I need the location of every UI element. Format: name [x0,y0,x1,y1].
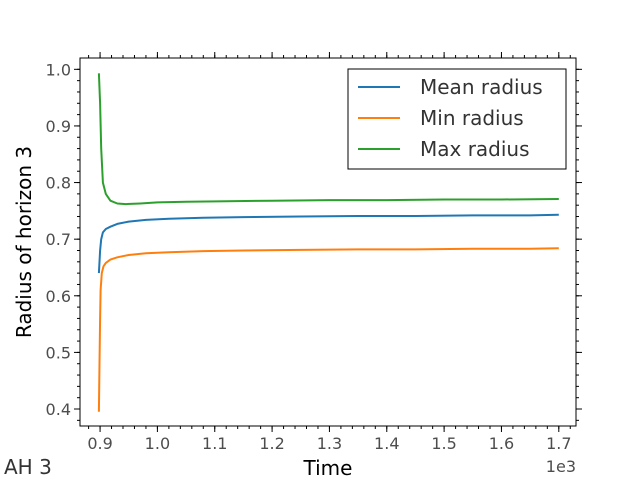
ticks-layer: 0.9 1.0 1.1 1.2 1.3 1.4 1.5 1.6 1.7 0.4 0.5 0.6 0.7 0… [46,52,582,453]
x-tick-label: 1.4 [374,434,399,453]
series-layer [97,73,559,412]
axes-frame [79,57,577,427]
x-tick-label: 1.1 [202,434,227,453]
series-line-mean-radius [97,213,559,274]
x-tick-label: 0.9 [87,434,112,453]
legend-label-mean-radius: Mean radius [420,75,543,99]
x-tick-label: 1.6 [489,434,514,453]
corner-label: AH 3 [4,455,52,479]
y-tick-label: 0.7 [46,230,71,249]
legend: Mean radius Min radius Max radius [347,68,567,170]
y-tick-label: 0.9 [46,117,71,136]
y-tick-label: 0.5 [46,343,71,362]
x-axis-offset-label: 1e3 [546,457,576,476]
series-line-max-radius [97,73,559,206]
x-axis-label: Time [303,456,353,480]
legend-label-max-radius: Max radius [420,137,530,161]
x-tick-label: 1.7 [546,434,571,453]
y-axis-label: Radius of horizon 3 [12,146,36,338]
legend-label-min-radius: Min radius [420,106,524,130]
y-tick-label: 0.6 [46,287,71,306]
y-tick-label: 1.0 [46,60,71,79]
y-tick-label: 0.4 [46,400,71,419]
plot-area [79,57,577,427]
x-tick-label: 1.5 [431,434,456,453]
series-line-min-radius [97,247,559,412]
y-tick-label: 0.8 [46,174,71,193]
x-tick-label: 1.0 [145,434,170,453]
x-tick-label: 1.2 [259,434,284,453]
x-tick-label: 1.3 [317,434,342,453]
